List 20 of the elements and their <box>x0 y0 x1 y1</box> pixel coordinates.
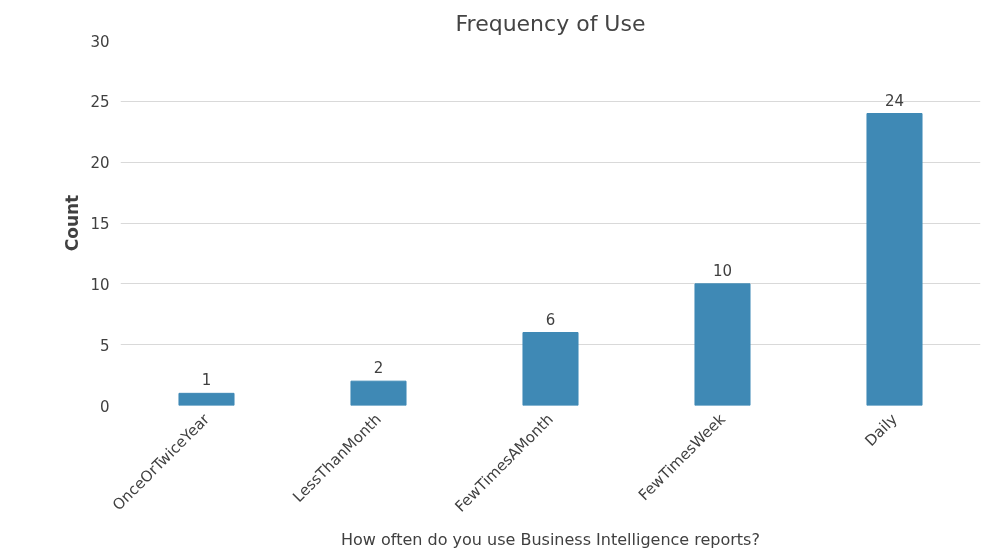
bar <box>866 113 923 406</box>
y-tick-label: 5 <box>99 336 110 355</box>
y-tick-label: 30 <box>90 32 110 51</box>
data-label: 6 <box>545 310 556 329</box>
x-axis-title: How often do you use Business Intelligence reports? <box>341 529 760 549</box>
chart-title: Frequency of Use <box>455 10 646 36</box>
y-tick-label: 0 <box>99 397 110 416</box>
y-axis-title: Count <box>62 194 83 252</box>
y-tick-label: 10 <box>90 275 110 294</box>
y-tick-label: 15 <box>90 215 110 233</box>
y-tick-label: 25 <box>90 93 110 112</box>
bar <box>350 380 407 406</box>
y-tick-label: 20 <box>90 154 110 173</box>
bar <box>178 392 235 406</box>
bar <box>522 332 579 406</box>
data-label: 1 <box>201 371 212 390</box>
data-label: 2 <box>373 359 384 378</box>
data-label: 24 <box>884 91 905 110</box>
bar <box>694 283 751 406</box>
data-label: 10 <box>712 261 733 280</box>
